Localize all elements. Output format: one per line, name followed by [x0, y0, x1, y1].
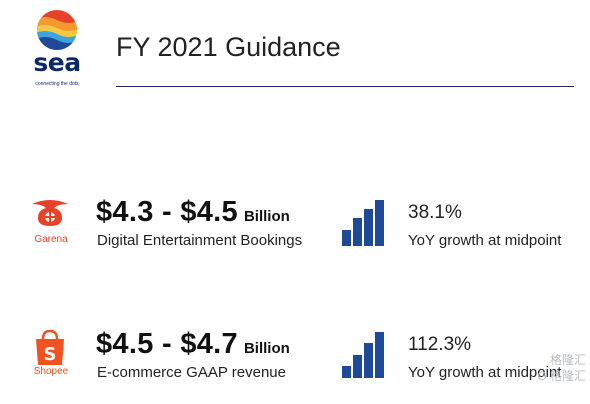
growth-bars-icon: [342, 332, 390, 378]
guidance-row-garena: Garena $4.3 - $4.5 Billion Digital Entert…: [0, 190, 590, 270]
title-divider: [116, 86, 574, 87]
logo-wordmark: sea: [33, 48, 81, 77]
shopee-label: Shopee: [33, 366, 69, 377]
guidance-row-shopee: S Shopee $4.5 - $4.7 Billion E-commerce G…: [0, 322, 590, 402]
shopee-bag-icon: S: [28, 329, 72, 365]
growth-bar: [353, 355, 362, 378]
logo-tagline: connecting the dots: [35, 81, 79, 87]
svg-text:S: S: [44, 344, 57, 365]
range-unit: Billion: [243, 340, 290, 357]
growth-bar: [375, 332, 384, 378]
range-value: $4.5 - $4.7: [96, 328, 238, 360]
growth-value: 112.3%: [408, 334, 472, 355]
guidance-range: $4.3 - $4.5 Billion: [96, 196, 290, 229]
growth-bar: [342, 366, 351, 378]
page-title: FY 2021 Guidance: [116, 32, 341, 62]
garena-label: Garena: [34, 234, 68, 245]
guidance-range: $4.5 - $4.7 Billion: [96, 328, 290, 361]
range-unit: Billion: [243, 208, 290, 225]
garena-logo-icon: [28, 198, 72, 230]
growth-bars-icon: [342, 200, 390, 246]
metric-label: Digital Entertainment Bookings: [97, 232, 303, 249]
growth-bar: [364, 343, 373, 378]
growth-bar: [364, 209, 373, 246]
watermark-line-1: 格隆汇: [549, 353, 586, 367]
range-value: $4.3 - $4.5: [96, 196, 238, 228]
growth-label: YoY growth at midpoint: [408, 364, 562, 381]
sea-logo: sea connecting the dots: [26, 6, 90, 90]
sea-logo-icon: [37, 10, 77, 50]
growth-bar: [353, 218, 362, 246]
watermark: 格隆汇 G 格隆汇: [500, 352, 590, 398]
watermark-line-2: G 格隆汇: [537, 369, 586, 383]
growth-label: YoY growth at midpoint: [408, 232, 562, 249]
growth-bar: [375, 200, 384, 246]
growth-bar: [342, 230, 351, 246]
growth-value: 38.1%: [408, 202, 462, 223]
metric-label: E-commerce GAAP revenue: [97, 364, 286, 381]
